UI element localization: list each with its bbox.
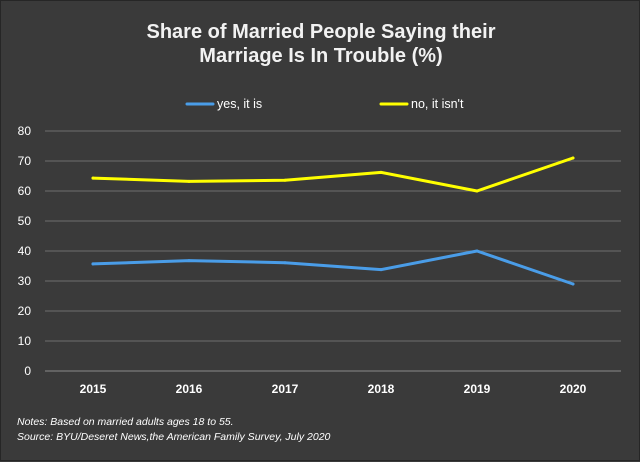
y-tick-label-20: 20 — [18, 304, 32, 318]
data-point-yes-it-is-2019 — [475, 249, 479, 253]
legend-label-no-it-isn-t: no, it isn't — [411, 97, 464, 111]
data-point-no-it-isn-t-2015 — [91, 176, 95, 180]
y-tick-label-10: 10 — [18, 334, 32, 348]
data-point-yes-it-is-2016 — [187, 259, 191, 263]
data-point-yes-it-is-2015 — [91, 262, 95, 266]
chart-title-line-2: Marriage Is In Trouble (%) — [199, 45, 443, 67]
data-point-yes-it-is-2017 — [283, 261, 287, 265]
y-tick-label-60: 60 — [18, 184, 32, 198]
legend-label-yes-it-is: yes, it is — [217, 97, 262, 111]
data-point-no-it-isn-t-2016 — [187, 179, 191, 183]
chart-notes: Notes: Based on married adults ages 18 t… — [17, 416, 234, 428]
series-line-no-it-isn-t — [91, 156, 575, 193]
data-point-yes-it-is-2018 — [379, 268, 383, 272]
x-tick-label-2019: 2019 — [464, 382, 491, 396]
x-tick-label-2018: 2018 — [368, 382, 395, 396]
series-line-yes-it-is — [91, 249, 575, 286]
y-tick-label-50: 50 — [18, 214, 32, 228]
chart-title-line-1: Share of Married People Saying their — [146, 21, 496, 43]
x-tick-label-2020: 2020 — [560, 382, 587, 396]
data-point-yes-it-is-2020 — [571, 282, 575, 286]
x-tick-label-2017: 2017 — [272, 382, 299, 396]
y-tick-label-80: 80 — [18, 124, 32, 138]
y-tick-label-0: 0 — [24, 364, 31, 378]
data-point-no-it-isn-t-2020 — [571, 156, 575, 160]
chart-source: Source: BYU/Deseret News,the American Fa… — [17, 431, 331, 443]
y-tick-label-40: 40 — [18, 244, 32, 258]
y-tick-label-70: 70 — [18, 154, 32, 168]
data-point-no-it-isn-t-2019 — [475, 189, 479, 193]
x-tick-label-2015: 2015 — [80, 382, 107, 396]
data-point-no-it-isn-t-2017 — [283, 178, 287, 182]
y-tick-label-30: 30 — [18, 274, 32, 288]
x-tick-label-2016: 2016 — [176, 382, 203, 396]
data-point-no-it-isn-t-2018 — [379, 170, 383, 174]
